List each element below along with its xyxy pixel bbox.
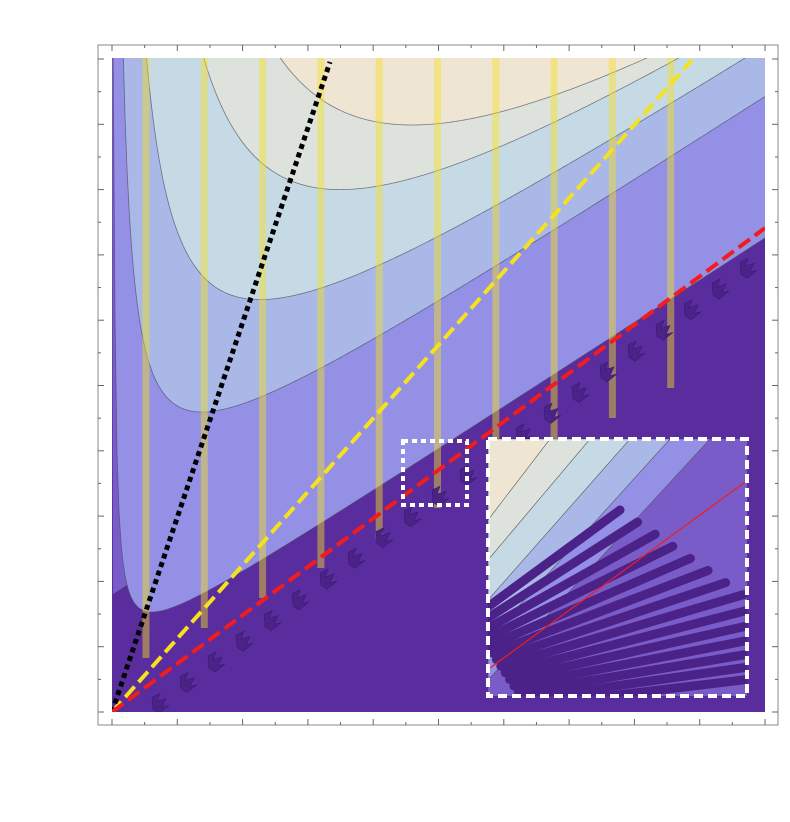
contour-line <box>146 58 746 300</box>
inset-stripe <box>509 635 747 691</box>
inset-band <box>488 439 551 521</box>
inset-stripe <box>491 578 731 665</box>
contour-line <box>203 58 680 190</box>
jagged-region <box>599 361 618 383</box>
jagged-region <box>319 568 338 590</box>
inset-stripe <box>496 590 747 671</box>
jagged-region <box>235 630 254 652</box>
inset-stripe <box>519 662 747 696</box>
jagged-region <box>571 381 590 403</box>
highlight-bar <box>375 58 383 538</box>
plot-area <box>112 58 765 712</box>
jagged-region <box>739 257 758 279</box>
jagged-region <box>403 506 422 528</box>
contour-line <box>279 58 648 126</box>
inset-content <box>488 439 747 696</box>
jagged-region <box>683 299 702 321</box>
jagged-region <box>627 340 646 362</box>
inset-stripe <box>488 529 660 634</box>
highlight-bar <box>492 58 500 478</box>
jagged-region <box>375 527 394 549</box>
jagged-region <box>543 402 562 424</box>
jagged-region <box>655 319 674 341</box>
inset-stripe <box>571 674 747 696</box>
jagged-region <box>179 672 198 694</box>
inset-stripe <box>488 566 713 658</box>
jagged-region <box>207 651 226 673</box>
inset-stripe <box>500 605 747 678</box>
inset-stripe <box>513 649 747 696</box>
highlight-bar <box>259 58 267 598</box>
highlight-bar <box>142 58 150 658</box>
highlight-bar <box>200 58 208 628</box>
highlight-bar <box>608 58 616 418</box>
highlight-bar <box>317 58 325 568</box>
inset <box>401 437 749 698</box>
contour-band <box>280 58 647 125</box>
highlight-bar <box>550 58 558 448</box>
inset-stripe <box>488 517 643 624</box>
reference-line <box>112 226 765 712</box>
inset-frame <box>486 437 749 698</box>
jagged-region <box>151 692 170 712</box>
highlight-bar <box>667 58 675 388</box>
jagged-region <box>711 278 730 300</box>
jagged-region <box>291 589 310 611</box>
ticks <box>98 45 778 725</box>
inset-stripe <box>505 621 747 684</box>
inset-stripe <box>488 553 695 651</box>
jagged-region <box>263 609 282 631</box>
contour-line <box>123 58 765 413</box>
jagged-region <box>347 547 366 569</box>
inset-stripe <box>488 505 625 613</box>
jagged-region <box>431 485 450 507</box>
reference-line <box>112 61 333 712</box>
zoom-box <box>401 439 469 507</box>
reference-line <box>112 58 694 712</box>
inset-stripe <box>488 541 678 643</box>
highlight-bar <box>434 58 441 508</box>
inset-line <box>489 479 747 669</box>
contour-line <box>112 58 765 613</box>
